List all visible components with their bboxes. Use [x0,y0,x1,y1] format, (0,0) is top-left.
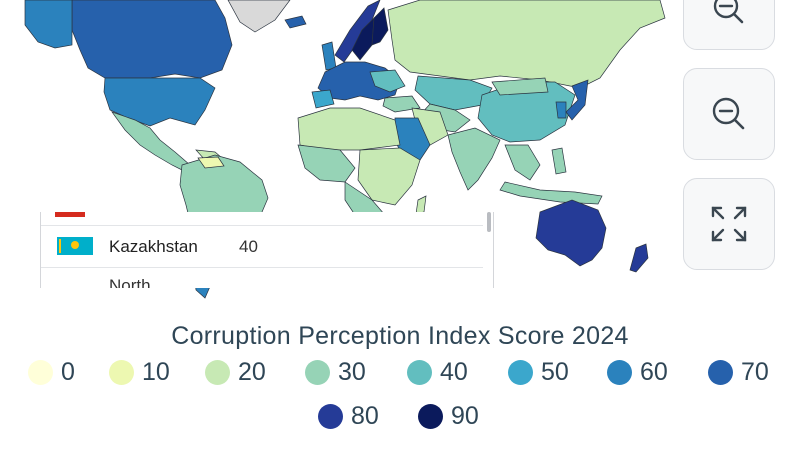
legend-item[interactable]: 60 [607,358,668,387]
map-region-turkey[interactable] [382,95,421,113]
map-region-india[interactable] [447,127,501,191]
map-region-north-africa[interactable] [297,107,401,151]
zoom-in-icon [713,0,744,24]
map-region-usa[interactable] [103,77,216,127]
country-score: 40 [239,237,258,256]
legend-label: 0 [61,358,75,386]
map-region-finland[interactable] [371,7,389,46]
legend-item[interactable]: 80 [318,402,379,431]
map-region-east-africa[interactable] [357,147,421,206]
map-region-southeast-asia[interactable] [504,144,541,181]
legend-swatch [318,404,343,429]
map-region-norway[interactable] [334,0,381,63]
legend-label: 60 [640,358,668,386]
legend-label: 90 [451,402,479,430]
tooltip-divider [41,267,483,268]
legend-swatch [607,360,632,385]
map-region-greenland[interactable] [227,0,291,33]
map-region-new-zealand[interactable] [629,243,649,273]
legend-swatch [205,360,230,385]
legend-item[interactable]: 10 [109,358,170,387]
zoom-out-button[interactable] [683,68,775,160]
map-region-japan[interactable] [565,79,589,121]
legend-swatch [418,404,443,429]
legend-item[interactable]: 90 [418,402,479,431]
map-region-kazakhstan[interactable] [414,75,493,111]
map-region-australia[interactable] [535,199,607,267]
expand-icon [711,206,747,242]
legend-swatch [305,360,330,385]
legend-swatch [109,360,134,385]
legend-item[interactable]: 40 [407,358,468,387]
map-region-canada[interactable] [71,0,233,79]
legend-swatch [708,360,733,385]
legend-item[interactable]: 50 [508,358,569,387]
legend-label: 50 [541,358,569,386]
country-name[interactable]: Kazakhstan [109,237,198,256]
legend-item[interactable]: 70 [708,358,769,387]
map-region-iberia[interactable] [311,89,335,109]
tooltip-scrollbar[interactable] [487,212,491,232]
legend-item[interactable]: 0 [28,358,75,387]
legend-label: 10 [142,358,170,386]
country-score-tooltip: Kazakhstan 40 North [40,212,494,288]
country-name-next[interactable]: North [109,276,151,288]
legend-label: 80 [351,402,379,430]
legend-label: 20 [238,358,266,386]
zoom-out-icon [712,97,745,130]
flag-partial [55,212,85,217]
map-region-mongolia[interactable] [491,77,549,96]
tooltip-divider [41,225,483,226]
map-region-west-africa[interactable] [297,144,356,183]
legend-swatch [28,360,53,385]
legend-title: Corruption Perception Index Score 2024 [171,322,629,350]
map-region-indonesia[interactable] [499,181,603,205]
legend-item[interactable]: 30 [305,358,366,387]
map-region-uk[interactable] [321,41,337,71]
world-map[interactable] [0,0,670,300]
map-region-russia[interactable] [387,0,666,89]
kazakhstan-flag-icon [57,237,93,255]
legend-label: 30 [338,358,366,386]
zoom-in-button[interactable] [683,0,775,50]
legend-label: 70 [741,358,769,386]
legend-swatch [508,360,533,385]
map-region-venezuela[interactable] [197,156,225,169]
legend-label: 40 [440,358,468,386]
map-region-philippines[interactable] [551,147,567,175]
fullscreen-button[interactable] [683,178,775,270]
map-region-iceland[interactable] [284,15,307,29]
map-region-alaska[interactable] [24,0,73,49]
map-region-korea[interactable] [555,101,567,119]
map-region-eastern-europe[interactable] [369,69,406,93]
legend-item[interactable]: 20 [205,358,266,387]
legend-swatch [407,360,432,385]
